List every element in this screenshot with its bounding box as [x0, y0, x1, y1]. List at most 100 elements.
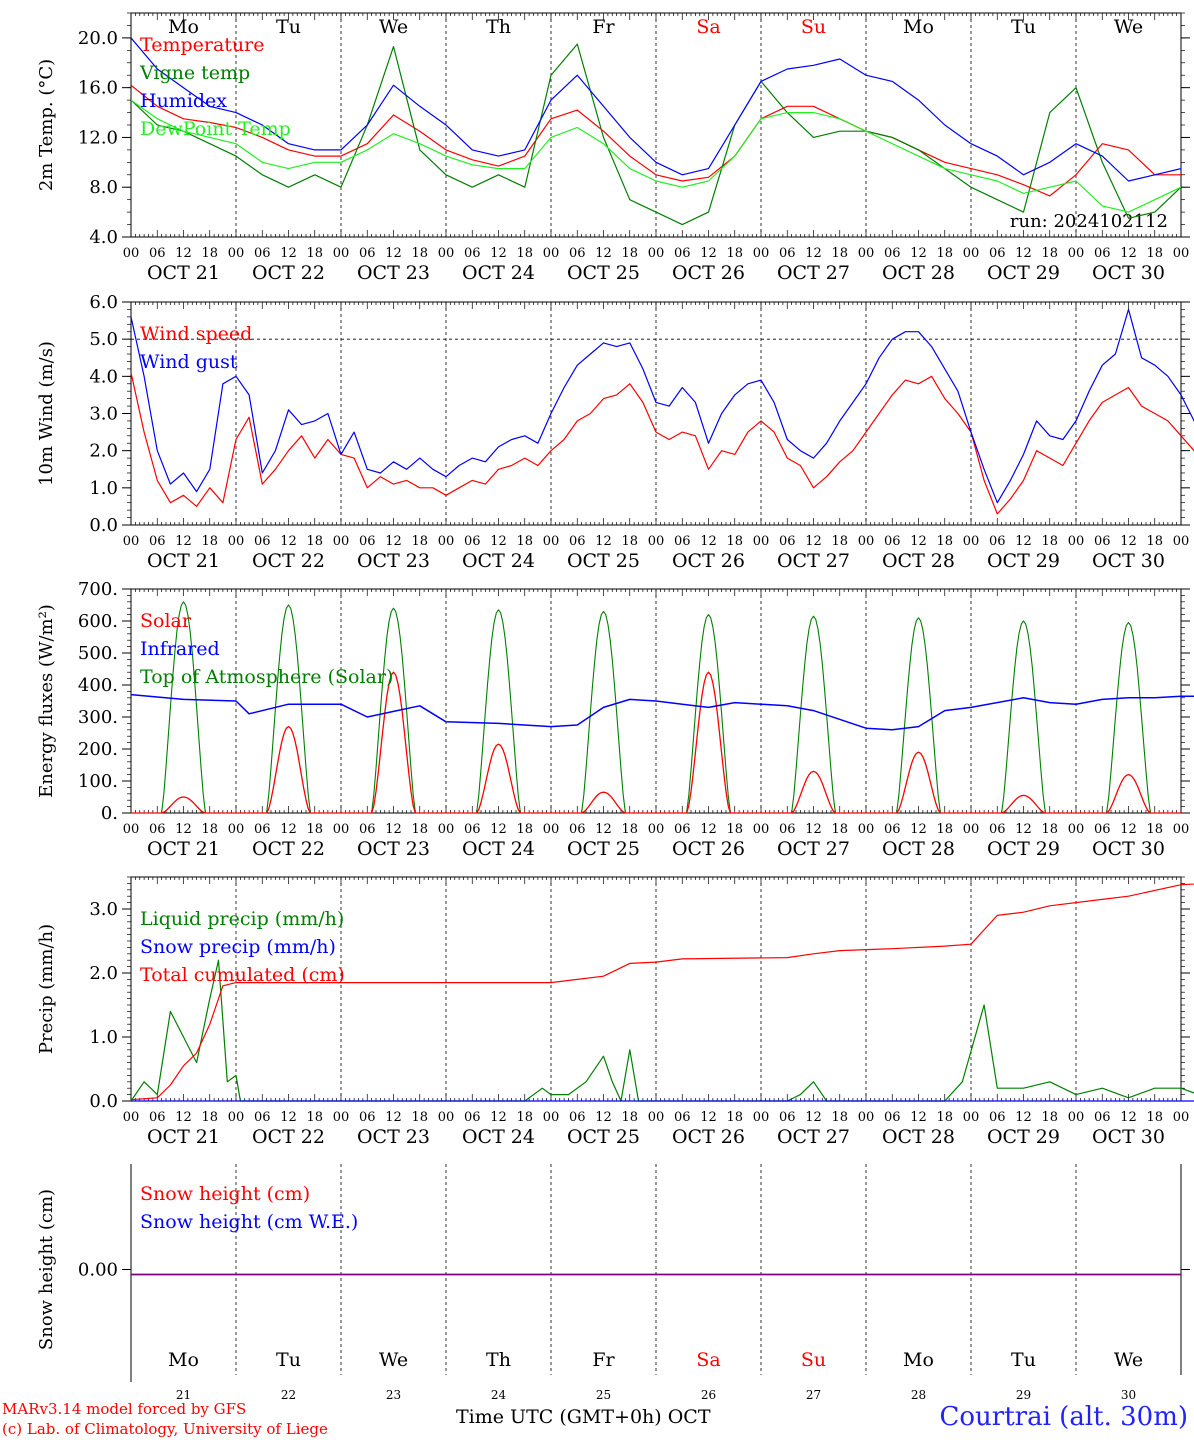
series-line	[130, 308, 1194, 504]
hour-tick-label: 18	[936, 246, 953, 261]
hour-tick-label: 18	[831, 534, 848, 549]
hour-tick-label: 12	[595, 822, 612, 837]
weekday-label: Tu	[1011, 16, 1036, 38]
y-tick-label: 0.0	[89, 1091, 118, 1112]
y-tick-label: 5.0	[89, 329, 118, 350]
hour-tick-label: 06	[884, 246, 901, 261]
hour-tick-label: 12	[805, 1110, 822, 1125]
hour-tick-label: 06	[989, 822, 1006, 837]
run-label: run: 2024102112	[1010, 211, 1168, 232]
date-label: OCT 29	[987, 1126, 1060, 1148]
legend-wind-gust: Wind gust	[140, 351, 238, 373]
weekday-label-bottom: Su	[801, 1349, 826, 1371]
hour-tick-label: 06	[464, 246, 481, 261]
hour-tick-label: 00	[648, 1110, 665, 1125]
hour-tick-label: 00	[333, 822, 350, 837]
date-label: OCT 28	[882, 1126, 955, 1148]
hour-tick-label: 12	[1015, 534, 1032, 549]
legend-total-cumulated-cm-: Total cumulated (cm)	[140, 964, 345, 986]
hour-tick-label: 12	[805, 822, 822, 837]
hour-tick-label: 12	[1015, 1110, 1032, 1125]
model-credit: MARv3.14 model forced by GFS	[2, 1400, 247, 1418]
hour-tick-label: 18	[1146, 822, 1163, 837]
hour-tick-label: 06	[359, 534, 376, 549]
series-line	[131, 99, 1181, 213]
legend-dewpoint-temp: DewPoint Temp	[140, 118, 291, 140]
y-tick-label: 8.0	[89, 177, 118, 198]
y-axis-label: Snow height (cm)	[36, 1189, 57, 1350]
weekday-label-bottom: We	[1114, 1349, 1143, 1371]
hour-tick-label: 18	[411, 246, 428, 261]
series-line	[131, 84, 1181, 197]
date-label: OCT 25	[567, 550, 640, 572]
hour-tick-label: 06	[149, 822, 166, 837]
hour-tick-label: 00	[543, 822, 560, 837]
date-label: OCT 27	[777, 262, 850, 284]
hour-tick-label: 06	[149, 534, 166, 549]
date-label: OCT 28	[882, 262, 955, 284]
hour-tick-label: 18	[1041, 1110, 1058, 1125]
date-label: OCT 22	[252, 1126, 325, 1148]
y-tick-label: 3.0	[89, 899, 118, 920]
hour-tick-label: 12	[280, 1110, 297, 1125]
hour-tick-label: 18	[201, 1110, 218, 1125]
date-label: OCT 21	[147, 838, 220, 860]
hour-tick-label: 06	[359, 246, 376, 261]
hour-tick-label: 06	[464, 1110, 481, 1125]
hour-tick-label: 00	[1068, 1110, 1085, 1125]
hour-tick-label: 06	[1094, 534, 1111, 549]
y-tick-label: 2.0	[89, 963, 118, 984]
date-label: OCT 28	[882, 838, 955, 860]
date-label: OCT 25	[567, 838, 640, 860]
date-label: OCT 30	[1092, 838, 1165, 860]
hour-tick-label: 00	[963, 1110, 980, 1125]
hour-tick-label: 12	[700, 246, 717, 261]
day-number-label: 29	[1016, 1388, 1031, 1402]
hour-tick-label: 18	[1041, 534, 1058, 549]
hour-tick-label: 12	[175, 1110, 192, 1125]
hour-tick-label: 00	[228, 1110, 245, 1125]
date-label: OCT 29	[987, 838, 1060, 860]
y-tick-label: 3.0	[89, 404, 118, 425]
hour-tick-label: 06	[779, 246, 796, 261]
date-label: OCT 26	[672, 1126, 745, 1148]
hour-tick-label: 00	[1068, 246, 1085, 261]
hour-tick-label: 00	[963, 246, 980, 261]
date-label: OCT 21	[147, 1126, 220, 1148]
hour-tick-label: 06	[674, 1110, 691, 1125]
hour-tick-label: 12	[385, 246, 402, 261]
hour-tick-label: 18	[831, 1110, 848, 1125]
y-tick-label: 700.	[78, 579, 118, 600]
hour-tick-label: 18	[726, 534, 743, 549]
hour-tick-label: 12	[490, 822, 507, 837]
hour-tick-label: 00	[753, 534, 770, 549]
hour-tick-label: 12	[700, 1110, 717, 1125]
hour-tick-label: 00	[648, 246, 665, 261]
weekday-label: Su	[801, 16, 826, 38]
hour-tick-label: 00	[123, 534, 140, 549]
hour-tick-label: 18	[516, 534, 533, 549]
date-label: OCT 25	[567, 262, 640, 284]
hour-tick-label: 18	[411, 534, 428, 549]
hour-tick-label: 00	[543, 246, 560, 261]
weekday-label: Mo	[903, 16, 934, 38]
hour-tick-label: 18	[306, 246, 323, 261]
weekday-label-bottom: Tu	[276, 1349, 301, 1371]
hour-tick-label: 18	[831, 822, 848, 837]
hour-tick-label: 12	[595, 246, 612, 261]
y-axis-label: 2m Temp. (°C)	[36, 59, 57, 191]
date-label: OCT 23	[357, 838, 430, 860]
y-tick-label: 20.0	[78, 28, 118, 49]
hour-tick-label: 12	[595, 1110, 612, 1125]
hour-tick-label: 00	[1173, 822, 1190, 837]
series-line	[131, 37, 1181, 182]
hour-tick-label: 18	[1041, 822, 1058, 837]
hour-tick-label: 06	[989, 534, 1006, 549]
time-axis-label: Time UTC (GMT+0h) OCT	[456, 1406, 711, 1428]
hour-tick-label: 00	[438, 246, 455, 261]
hour-tick-label: 12	[910, 1110, 927, 1125]
hour-tick-label: 18	[306, 534, 323, 549]
y-tick-label: 16.0	[78, 78, 118, 99]
weekday-label: We	[1114, 16, 1143, 38]
date-label: OCT 24	[462, 1126, 535, 1148]
